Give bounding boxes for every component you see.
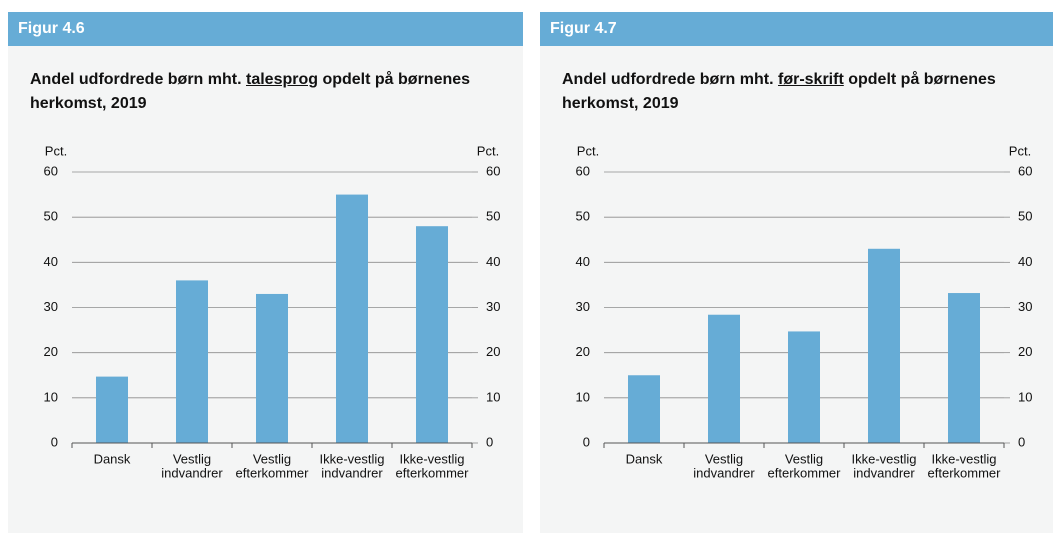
y2-tick-label: 60: [486, 163, 500, 178]
y-tick-label: 30: [44, 299, 58, 314]
y-tick-label: 50: [576, 209, 590, 224]
y-tick-label: 20: [576, 344, 590, 359]
y2-tick-label: 60: [1018, 163, 1032, 178]
y-tick-label: 60: [576, 163, 590, 178]
bar: [948, 293, 980, 443]
y-tick-label: 40: [576, 254, 590, 269]
x-tick-label: Dansk: [94, 451, 131, 466]
y-tick-label: 30: [576, 299, 590, 314]
bar: [176, 280, 208, 443]
y2-tick-label: 40: [1018, 254, 1032, 269]
bar: [336, 194, 368, 443]
x-tick-label: efterkommer: [928, 465, 1002, 480]
title-part: Andel udfordrede børn mht.: [30, 71, 246, 88]
y-axis-label: Pct.: [577, 143, 599, 158]
y2-tick-label: 20: [1018, 344, 1032, 359]
y2-tick-label: 0: [486, 434, 493, 449]
x-tick-label: Dansk: [626, 451, 663, 466]
x-tick-label: indvandrer: [853, 465, 915, 480]
y-tick-label: 10: [44, 389, 58, 404]
title-part: Andel udfordrede børn mht.: [562, 71, 778, 88]
x-tick-label: Vestlig: [253, 451, 291, 466]
x-tick-label: efterkommer: [768, 465, 842, 480]
y2-tick-label: 0: [1018, 434, 1025, 449]
bar: [96, 376, 128, 443]
y2-tick-label: 30: [1018, 299, 1032, 314]
chart-title: Andel udfordrede børn mht. før-skrift op…: [562, 68, 1012, 116]
x-tick-label: indvandrer: [693, 465, 755, 480]
bar: [256, 293, 288, 443]
chart-title: Andel udfordrede børn mht. talesprog opd…: [30, 68, 480, 116]
title-emphasis: talesprog: [246, 71, 319, 88]
y-tick-label: 0: [51, 434, 58, 449]
x-tick-label: Vestlig: [785, 451, 823, 466]
panel: Figur 4.6 Andel udfordrede børn mht. tale…: [8, 12, 523, 533]
title-emphasis: før-skrift: [778, 71, 844, 88]
y-tick-label: 10: [576, 389, 590, 404]
panel: Figur 4.7 Andel udfordrede børn mht. før-…: [540, 12, 1053, 533]
x-tick-label: indvandrer: [161, 465, 223, 480]
y2-tick-label: 10: [486, 389, 500, 404]
bar: [868, 248, 900, 443]
plot: Pct. Pct. 0 10 20 30 40 50 60 0 10 20 30 40 50 60 Dansk V…: [44, 143, 501, 480]
figure-label: Figur 4.6: [8, 12, 523, 46]
y-axis-label: Pct.: [45, 143, 67, 158]
title-part: opdelt på børnenes herkomst, 2019: [30, 71, 471, 112]
bar: [628, 375, 660, 443]
y2-tick-label: 50: [486, 209, 500, 224]
x-tick-label: Ikke-vestlig: [931, 451, 996, 466]
y2-axis-label: Pct.: [477, 143, 499, 158]
x-tick-label: Ikke-vestlig: [399, 451, 464, 466]
y2-axis-label: Pct.: [1009, 143, 1031, 158]
figure-label: Figur 4.7: [540, 12, 1053, 46]
y-tick-label: 50: [44, 209, 58, 224]
bar: [416, 226, 448, 443]
x-tick-label: Vestlig: [173, 451, 211, 466]
y-tick-label: 0: [583, 434, 590, 449]
x-tick-label: Ikke-vestlig: [851, 451, 916, 466]
title-part: opdelt på børnenes herkomst, 2019: [562, 71, 996, 112]
y2-tick-label: 50: [1018, 209, 1032, 224]
plot: Pct. Pct. 0 10 20 30 40 50 60 0 10 20 30 40 50 60 Dansk V…: [576, 143, 1033, 480]
x-tick-label: Vestlig: [705, 451, 743, 466]
x-tick-label: Ikke-vestlig: [319, 451, 384, 466]
y-tick-label: 60: [44, 163, 58, 178]
y-tick-label: 40: [44, 254, 58, 269]
y-tick-label: 20: [44, 344, 58, 359]
bar: [708, 314, 740, 443]
x-tick-label: efterkommer: [396, 465, 470, 480]
y2-tick-label: 40: [486, 254, 500, 269]
y2-tick-label: 20: [486, 344, 500, 359]
bar: [788, 331, 820, 443]
y2-tick-label: 30: [486, 299, 500, 314]
x-tick-label: indvandrer: [321, 465, 383, 480]
x-tick-label: efterkommer: [236, 465, 310, 480]
y2-tick-label: 10: [1018, 389, 1032, 404]
